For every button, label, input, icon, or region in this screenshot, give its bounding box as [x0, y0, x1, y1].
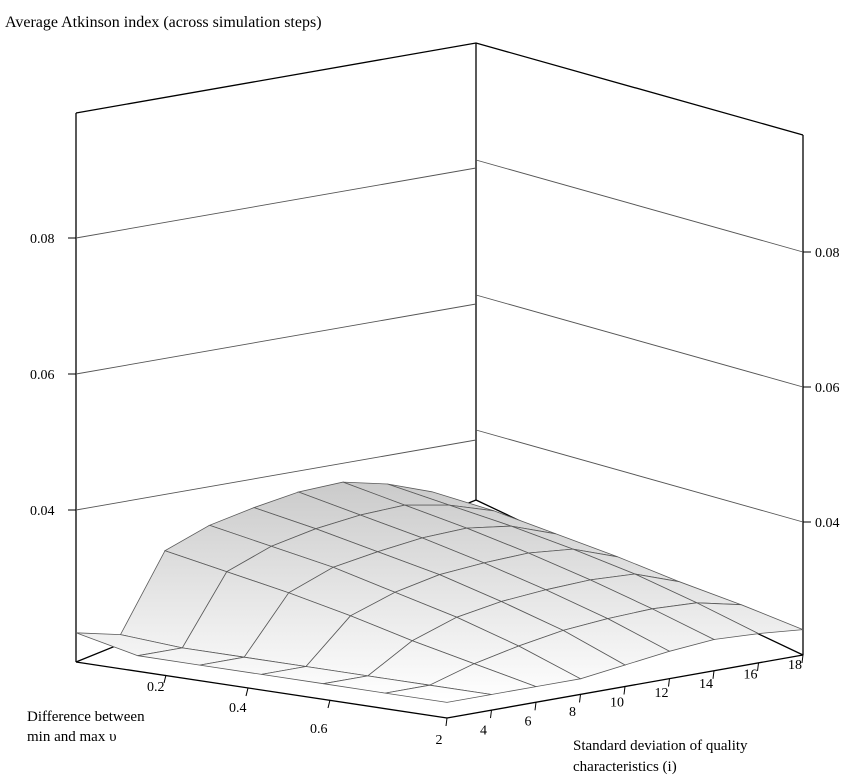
y-tick-mark-4: [623, 686, 626, 695]
surface-mesh: [75, 481, 804, 703]
y-tick-mark-0: [445, 717, 448, 727]
y-tick-7: 16: [744, 667, 758, 682]
y-tick-mark-8: [801, 654, 804, 664]
y-tick-mark-7: [757, 662, 759, 671]
chart-title: Average Atkinson index (across simulatio…: [5, 14, 322, 31]
x-tick-2: 0.6: [310, 722, 328, 737]
surface-cell-0-0: [385, 684, 492, 703]
y-tick-6: 14: [699, 677, 713, 692]
y-tick-mark-5: [668, 678, 670, 687]
z-tick-left-2: 0.08: [30, 232, 55, 247]
y-tick-2: 6: [525, 714, 532, 729]
y-tick-mark-1: [490, 710, 492, 719]
y-tick-5: 12: [655, 686, 669, 701]
x-tick-1: 0.4: [229, 701, 247, 716]
z-tick-right-0: 0.04: [815, 516, 840, 531]
z-axis-left: 0.04 0.06 0.08: [30, 232, 76, 519]
y-tick-4: 10: [610, 696, 624, 711]
grid-right-004: [475, 429, 804, 523]
y-axis-label-line2: characteristics (i): [573, 759, 677, 775]
grid-left-004: [75, 439, 477, 511]
y-tick-0: 2: [436, 733, 443, 748]
z-axis-right: 0.04 0.06 0.08: [803, 246, 840, 531]
y-tick-mark-3: [579, 694, 581, 703]
grid-right-008: [475, 159, 804, 253]
x-axis: 0.2 0.4 0.6: [147, 674, 331, 737]
y-tick-8: 18: [788, 658, 802, 673]
y-tick-mark-2: [534, 702, 537, 711]
z-tick-left-1: 0.06: [30, 368, 55, 383]
y-axis: 2 4 6 8 10 12 14 16 18: [436, 654, 804, 748]
x-axis-label-line1: Difference between: [27, 709, 145, 725]
grid-left-006: [75, 303, 477, 375]
y-tick-1: 4: [480, 724, 487, 739]
x-axis-label-line2: min and max υ: [27, 729, 117, 745]
z-tick-left-0: 0.04: [30, 504, 55, 519]
x-tick-0: 0.2: [147, 680, 165, 695]
y-tick-mark-6: [712, 670, 715, 679]
y-tick-3: 8: [569, 705, 576, 720]
grid-left-008: [75, 167, 477, 239]
y-axis-label-line1: Standard deviation of quality: [573, 738, 748, 754]
z-tick-right-2: 0.08: [815, 246, 840, 261]
grid-right-006: [475, 294, 804, 388]
z-tick-right-1: 0.06: [815, 381, 840, 396]
